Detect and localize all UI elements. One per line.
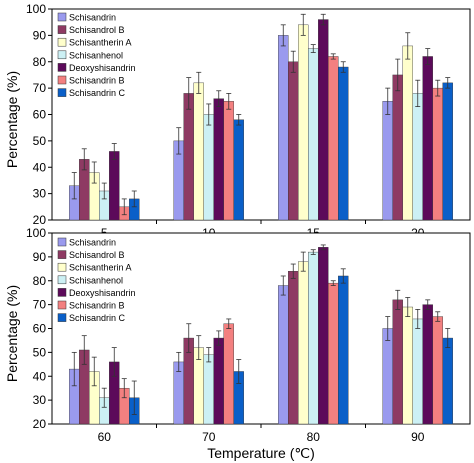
- bar: [233, 119, 244, 221]
- y-tick-label: 80: [33, 55, 47, 69]
- y-tick-label: 60: [33, 108, 47, 122]
- legend-swatch: [57, 237, 67, 247]
- bar: [382, 328, 393, 425]
- bar: [278, 35, 289, 221]
- legend-label: Schisandrin B: [69, 301, 125, 311]
- x-tick-label: 90: [411, 430, 425, 444]
- legend-label: Schisandrin: [69, 238, 116, 248]
- y-tick-label: 70: [33, 81, 47, 95]
- bar: [422, 56, 433, 221]
- legend-label: Deoxyshisandrin: [69, 288, 136, 298]
- y-tick-label: 20: [33, 213, 47, 227]
- bar: [203, 114, 214, 221]
- y-tick-label: 50: [33, 134, 47, 148]
- bar: [392, 74, 403, 221]
- bar: [213, 337, 224, 425]
- bar: [203, 354, 214, 425]
- x-axis-title: Temperature (℃): [207, 445, 315, 461]
- legend-swatch: [57, 75, 67, 85]
- bar: [412, 93, 423, 221]
- legend-swatch: [57, 25, 67, 34]
- x-tick-label: 70: [202, 430, 216, 444]
- y-tick-label: 50: [33, 345, 47, 359]
- legend-label: Schisandrin C: [69, 88, 126, 98]
- bar: [382, 101, 393, 221]
- legend-label: Schisanhenol: [69, 50, 123, 60]
- bar: [298, 261, 309, 425]
- legend-label: Schisandrin: [69, 13, 116, 23]
- bar: [288, 271, 299, 425]
- bar: [402, 306, 413, 425]
- bar: [338, 275, 349, 425]
- legend-label: Schisandrin B: [69, 76, 125, 86]
- bar: [402, 45, 413, 221]
- legend-label: Schisantherin A: [69, 38, 132, 48]
- legend: Schisandrin Schisandrol B Schisantherin A S…: [57, 237, 136, 323]
- legend-swatch: [57, 88, 67, 97]
- legend-label: Schisandrol B: [69, 25, 125, 35]
- y-tick-label: 30: [33, 187, 47, 201]
- y-tick-label: 20: [33, 417, 47, 431]
- x-tick-label: 60: [98, 430, 112, 444]
- bar: [412, 318, 423, 425]
- bar: [223, 323, 234, 425]
- y-tick-label: 40: [33, 160, 47, 174]
- bar: [223, 101, 234, 221]
- legend-swatch: [57, 262, 67, 272]
- bar: [193, 82, 204, 221]
- x-tick-label: 80: [307, 430, 321, 444]
- y-tick-label: 100: [26, 226, 46, 240]
- legend-swatch: [57, 12, 67, 22]
- y-tick-label: 60: [33, 322, 47, 336]
- bar: [298, 24, 309, 221]
- bar: [318, 247, 329, 425]
- legend-label: Schisanhenol: [69, 275, 123, 285]
- bar: [432, 87, 443, 221]
- bar: [109, 151, 120, 221]
- y-tick-label: 90: [33, 28, 47, 42]
- y-tick-label: 80: [33, 274, 47, 288]
- bar: [328, 282, 339, 425]
- y-tick-label: 100: [26, 2, 46, 16]
- legend-swatch: [57, 288, 67, 297]
- legend-label: Deoxyshisandrin: [69, 63, 136, 73]
- legend-swatch: [57, 50, 67, 60]
- bar: [422, 304, 433, 425]
- bar: [328, 56, 339, 221]
- bar: [392, 299, 403, 425]
- legend-swatch: [57, 300, 67, 310]
- legend-swatch: [57, 250, 67, 259]
- bar: [338, 66, 349, 221]
- bar: [442, 82, 453, 221]
- bar: [308, 251, 319, 425]
- y-tick-label: 30: [33, 393, 47, 407]
- bar: [278, 285, 289, 425]
- legend-label: Schisantherin A: [69, 263, 132, 273]
- legend-swatch: [57, 37, 67, 47]
- bar: [442, 337, 453, 425]
- chart-panel-2: 20 30 40 50 60 70 80 90 100 60 70 80 90 Temperature (…: [4, 226, 471, 461]
- legend: Schisandrin Schisandrol B Schisantherin A S…: [57, 12, 136, 98]
- chart-panel-1: 20304050607080901005101520Time (min)Perc…: [4, 2, 471, 254]
- bar: [213, 98, 224, 221]
- legend-label: Schisandrin C: [69, 313, 126, 323]
- y-tick-label: 40: [33, 369, 47, 383]
- legend-swatch: [57, 275, 67, 285]
- bar: [308, 48, 319, 221]
- y-tick-label: 90: [33, 250, 47, 264]
- bar: [288, 61, 299, 221]
- legend-label: Schisandrol B: [69, 250, 125, 260]
- y-axis-title: Percentage (%): [4, 71, 20, 168]
- legend-swatch: [57, 63, 67, 72]
- bar: [183, 93, 194, 221]
- bar: [432, 316, 443, 425]
- bar: [318, 19, 329, 221]
- y-tick-label: 70: [33, 298, 47, 312]
- legend-swatch: [57, 313, 67, 322]
- y-axis-title: Percentage (%): [4, 285, 20, 382]
